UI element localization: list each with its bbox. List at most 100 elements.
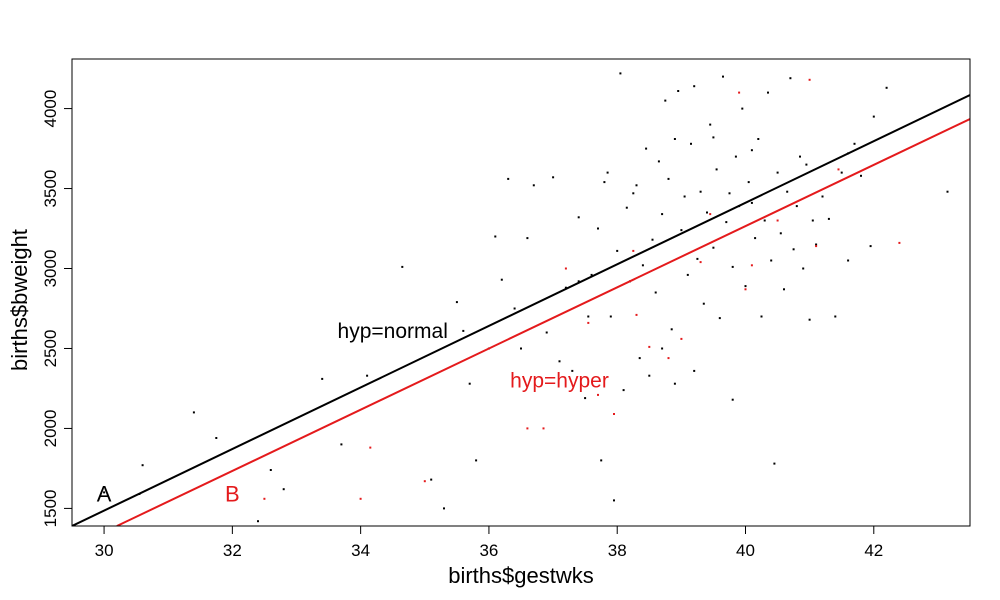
point-normal — [609, 315, 612, 318]
point-normal — [532, 184, 535, 187]
point-normal — [725, 221, 728, 224]
point-normal — [673, 138, 676, 140]
point-normal — [455, 301, 458, 304]
point-normal — [799, 155, 801, 158]
x-tick-label: 38 — [608, 541, 627, 560]
point-normal — [443, 507, 445, 510]
point-normal — [661, 213, 664, 216]
point-hyper — [808, 78, 811, 81]
x-tick-label: 32 — [223, 541, 242, 560]
point-hyper — [776, 219, 779, 222]
point-normal — [670, 328, 673, 331]
point-hyper — [359, 497, 362, 500]
point-normal — [475, 459, 478, 462]
y-axis-title: births$bweight — [7, 229, 32, 371]
point-hyper — [667, 357, 670, 360]
point-normal — [709, 123, 712, 126]
point-normal — [587, 315, 590, 318]
point-normal — [722, 75, 724, 78]
point-normal — [613, 499, 615, 502]
point-normal — [686, 273, 689, 276]
point-normal — [545, 331, 548, 334]
point-normal — [571, 369, 574, 372]
point-normal — [468, 382, 471, 385]
point-normal — [192, 411, 195, 414]
point-normal — [625, 206, 628, 209]
point-normal — [776, 171, 779, 174]
point-normal — [597, 227, 599, 230]
point-normal — [706, 211, 708, 214]
point-normal — [673, 382, 676, 385]
point-normal — [690, 142, 692, 145]
point-normal — [269, 469, 272, 471]
point-normal — [767, 91, 769, 94]
y-tick-label: 3000 — [41, 250, 60, 288]
point-normal — [731, 398, 734, 401]
point-hyper — [587, 321, 590, 324]
point-normal — [869, 245, 872, 248]
annotation-b: B — [225, 481, 240, 506]
point-normal — [783, 288, 785, 291]
x-axis: 30 32 34 36 38 40 42 — [95, 526, 883, 560]
point-normal — [811, 219, 814, 222]
y-tick-label: 2500 — [41, 330, 60, 368]
point-normal — [779, 232, 782, 235]
point-normal — [257, 520, 259, 523]
point-normal — [750, 201, 753, 204]
point-hyper — [738, 91, 741, 94]
point-hyper — [597, 393, 599, 396]
point-hyper — [837, 168, 840, 171]
point-hyper — [423, 480, 426, 483]
point-normal — [815, 243, 818, 246]
point-normal — [712, 246, 715, 249]
point-normal — [616, 249, 619, 252]
point-hyper — [680, 337, 683, 340]
point-normal — [872, 115, 875, 118]
annotations: hyp=normal hyp=hyper A B — [97, 320, 609, 506]
point-normal — [401, 265, 404, 268]
point-normal — [632, 192, 635, 195]
plot-frame — [71, 58, 971, 527]
point-normal — [507, 177, 510, 180]
points-layer — [103, 72, 949, 523]
point-normal — [744, 285, 747, 288]
y-tick-label: 1500 — [41, 489, 60, 527]
point-normal — [750, 149, 753, 152]
point-normal — [645, 147, 648, 150]
point-normal — [734, 155, 737, 158]
point-normal — [763, 219, 766, 222]
point-normal — [770, 259, 773, 262]
point-normal — [619, 72, 622, 75]
point-normal — [622, 389, 625, 392]
x-axis-title: births$gestwks — [448, 563, 594, 588]
annotation-hyp-normal: hyp=normal — [338, 320, 448, 343]
y-axis: 1500 2000 2500 3000 3500 4000 — [41, 90, 72, 527]
point-normal — [805, 163, 808, 166]
point-normal — [590, 273, 593, 276]
point-normal — [712, 136, 715, 139]
point-normal — [520, 347, 522, 350]
point-normal — [282, 488, 285, 491]
point-hyper — [648, 345, 651, 348]
point-normal — [792, 248, 795, 251]
point-normal — [683, 195, 686, 198]
point-normal — [661, 347, 664, 350]
point-normal — [638, 357, 641, 360]
point-hyper — [815, 245, 818, 248]
point-normal — [795, 205, 798, 208]
point-normal — [635, 184, 638, 187]
y-tick-label: 4000 — [41, 90, 60, 128]
point-normal — [789, 77, 792, 80]
point-normal — [462, 329, 465, 332]
point-normal — [840, 171, 843, 174]
point-normal — [494, 235, 497, 238]
point-normal — [654, 291, 657, 294]
point-normal — [747, 181, 750, 184]
point-normal — [760, 315, 763, 318]
point-normal — [215, 437, 218, 439]
point-hyper — [750, 264, 753, 267]
point-normal — [834, 315, 837, 318]
point-hyper — [632, 249, 635, 252]
point-normal — [577, 280, 580, 283]
